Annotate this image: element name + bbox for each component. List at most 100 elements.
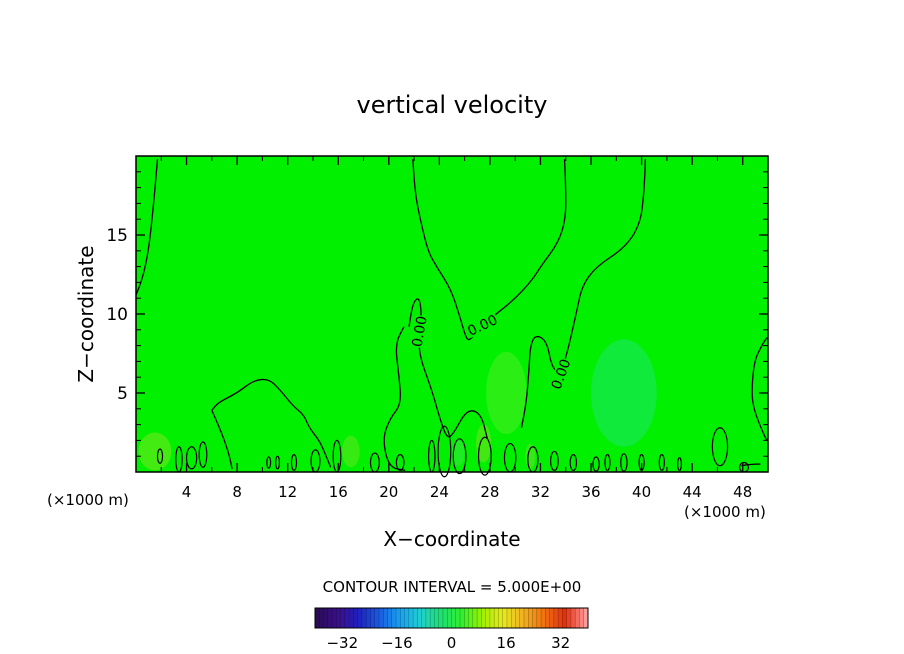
contour-cell — [620, 453, 628, 472]
colorbar-cell — [558, 608, 563, 628]
colorbar-cell — [455, 608, 461, 628]
colorbar-cell — [327, 608, 333, 628]
shading-patch — [342, 435, 360, 468]
x-tick-label: 48 — [733, 483, 752, 501]
colorbar-cell — [413, 608, 418, 628]
colorbar-tick-labels: −32 −16 0 16 32 — [326, 634, 570, 652]
contour-label-bg — [548, 356, 573, 392]
colorbar-cell — [494, 608, 499, 628]
colorbar-frame — [314, 607, 589, 629]
colorbar-cell — [438, 608, 444, 628]
colorbar-cell — [515, 608, 521, 628]
colorbar-cell — [425, 608, 431, 628]
contour-label: 0.00 — [410, 315, 431, 348]
colorbar-tick-label: 32 — [551, 634, 570, 652]
contour-cell — [198, 441, 208, 468]
contour-cell — [452, 438, 467, 475]
colorbar-cell — [378, 608, 384, 628]
colorbar-tick-label: 16 — [497, 634, 516, 652]
colorbar-tick-label: −32 — [326, 634, 358, 652]
colorbar-cell — [391, 608, 397, 628]
colorbar-cell — [536, 608, 542, 628]
contour-cell — [711, 427, 729, 467]
contour-cell — [549, 450, 559, 472]
contour-line — [741, 463, 761, 467]
colorbar-cell — [579, 608, 585, 628]
colorbar-cell — [366, 608, 371, 628]
contour-lines — [135, 159, 768, 472]
colorbar-cell — [524, 608, 529, 628]
colorbar-cell — [532, 608, 538, 628]
colorbar-cell — [400, 608, 405, 628]
colorbar-cell — [528, 608, 533, 628]
colorbar-cell — [361, 608, 367, 628]
contour-label-bg — [409, 314, 429, 349]
contour-cell — [266, 456, 272, 469]
colorbar-cell — [408, 608, 414, 628]
colorbar-cell — [315, 608, 320, 628]
colorbar-cell — [336, 608, 341, 628]
colorbar-cell — [319, 608, 324, 628]
x-tick-label: 40 — [632, 483, 651, 501]
colorbar-cell — [502, 608, 508, 628]
colorbar-cell — [481, 608, 486, 628]
colorbar-cell — [464, 608, 469, 628]
colorbar-cell — [374, 608, 380, 628]
x-tick-label: 8 — [232, 483, 242, 501]
contour-line — [135, 159, 159, 296]
colorbar-cell — [472, 608, 478, 628]
colorbar-tick-label: −16 — [381, 634, 413, 652]
colorbar-cell — [485, 608, 491, 628]
contour-cell — [677, 457, 683, 472]
colorbar-cell — [387, 608, 393, 628]
x-tick-label: 32 — [531, 483, 550, 501]
x-tick-label: 4 — [182, 483, 192, 501]
closed-contour-cells — [156, 425, 750, 478]
contour-cell — [477, 436, 492, 476]
y-tick-label: 15 — [106, 226, 128, 246]
chart-title: vertical velocity — [357, 91, 548, 119]
colorbar-cell — [489, 608, 495, 628]
contour-line — [383, 326, 406, 472]
contour-cell — [604, 454, 611, 472]
colorbar-cell — [417, 608, 422, 628]
colorbar-cell — [442, 608, 448, 628]
colorbar-cell — [575, 608, 580, 628]
contour-cell — [156, 448, 164, 464]
x-tick-label: 36 — [581, 483, 600, 501]
contour-cell — [290, 454, 298, 472]
contour-line — [211, 410, 233, 469]
contour-cell — [185, 446, 198, 470]
shading-patch — [138, 432, 172, 471]
x-tick-label: 16 — [329, 483, 348, 501]
x-units-right: (×1000 m) — [684, 503, 766, 521]
colorbar-cell — [404, 608, 410, 628]
x-tick-label: 28 — [480, 483, 499, 501]
colorbar-cell — [357, 608, 363, 628]
x-tick-label: 20 — [379, 483, 398, 501]
shading-patch — [476, 424, 492, 463]
y-tick-label: 5 — [117, 384, 128, 404]
x-tick-label: 24 — [430, 483, 449, 501]
colorbar-cell — [451, 608, 457, 628]
colorbar-cell — [434, 608, 440, 628]
colorbar-cell — [468, 608, 474, 628]
colorbar-cell — [519, 608, 525, 628]
plot-area: 0.00 0.000.00 — [135, 155, 769, 478]
y-axis-label: Z−coordinate — [74, 245, 98, 382]
colorbar-cell — [541, 608, 546, 628]
contour-line — [751, 337, 768, 441]
colorbar-cell — [383, 608, 388, 628]
contour-label-bg — [464, 311, 500, 339]
colorbar-cell — [344, 608, 350, 628]
colorbar-cell — [349, 608, 354, 628]
contour-cell — [275, 455, 281, 470]
x-axis-label: X−coordinate — [383, 527, 520, 551]
colorbar-cell — [447, 608, 452, 628]
colorbar-cell — [477, 608, 482, 628]
colorbar-cell — [323, 608, 329, 628]
shading-patch — [486, 351, 527, 435]
x-tick-label: 12 — [278, 483, 297, 501]
colorbar-cell — [460, 608, 465, 628]
